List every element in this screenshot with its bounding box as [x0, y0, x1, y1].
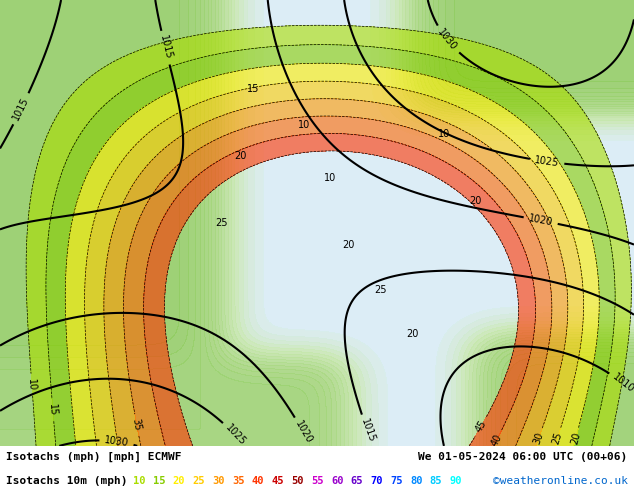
Text: 65: 65: [351, 476, 363, 486]
Text: 85: 85: [430, 476, 443, 486]
Text: 20: 20: [469, 196, 482, 206]
Text: 45: 45: [474, 418, 488, 434]
Text: 20: 20: [235, 151, 247, 161]
Text: 10: 10: [298, 120, 311, 130]
Text: 1015: 1015: [359, 417, 377, 444]
Text: 55: 55: [311, 476, 323, 486]
Text: 15: 15: [48, 404, 58, 416]
Text: 45: 45: [271, 476, 284, 486]
Text: 15: 15: [153, 476, 165, 486]
Text: 1030: 1030: [436, 27, 459, 52]
Text: 20: 20: [342, 240, 355, 250]
Text: 1015: 1015: [11, 96, 31, 122]
Text: We 01-05-2024 06:00 UTC (00+06): We 01-05-2024 06:00 UTC (00+06): [418, 452, 628, 462]
Text: 25: 25: [216, 218, 228, 228]
Text: 25: 25: [551, 431, 564, 446]
Text: 1025: 1025: [223, 423, 247, 448]
Text: 40: 40: [489, 432, 504, 448]
Text: 40: 40: [252, 476, 264, 486]
Text: 1015: 1015: [158, 35, 173, 61]
Text: Isotachs 10m (mph): Isotachs 10m (mph): [6, 476, 128, 486]
Text: 20: 20: [172, 476, 185, 486]
Text: 15: 15: [247, 84, 260, 94]
Text: 20: 20: [569, 431, 582, 446]
Text: 70: 70: [370, 476, 383, 486]
Text: Isotachs (mph) [mph] ECMWF: Isotachs (mph) [mph] ECMWF: [6, 452, 182, 462]
Text: 80: 80: [410, 476, 422, 486]
Text: 10: 10: [133, 476, 146, 486]
Text: 30: 30: [532, 431, 545, 446]
Text: 1020: 1020: [293, 419, 314, 445]
Text: 10: 10: [437, 129, 450, 139]
Text: 35: 35: [232, 476, 245, 486]
Text: 30: 30: [212, 476, 225, 486]
Text: 35: 35: [131, 418, 143, 432]
Text: 1030: 1030: [104, 435, 129, 448]
Text: 1010: 1010: [611, 372, 634, 395]
Text: 20: 20: [406, 329, 418, 340]
Text: 60: 60: [331, 476, 344, 486]
Text: ©weatheronline.co.uk: ©weatheronline.co.uk: [493, 476, 628, 486]
Text: 25: 25: [193, 476, 205, 486]
Text: 1020: 1020: [527, 213, 553, 228]
Text: 10: 10: [323, 173, 336, 183]
Text: 75: 75: [390, 476, 403, 486]
Text: 25: 25: [374, 285, 387, 295]
Text: 10: 10: [27, 378, 37, 391]
Text: 1025: 1025: [534, 155, 560, 168]
Text: 50: 50: [292, 476, 304, 486]
Text: 90: 90: [450, 476, 462, 486]
